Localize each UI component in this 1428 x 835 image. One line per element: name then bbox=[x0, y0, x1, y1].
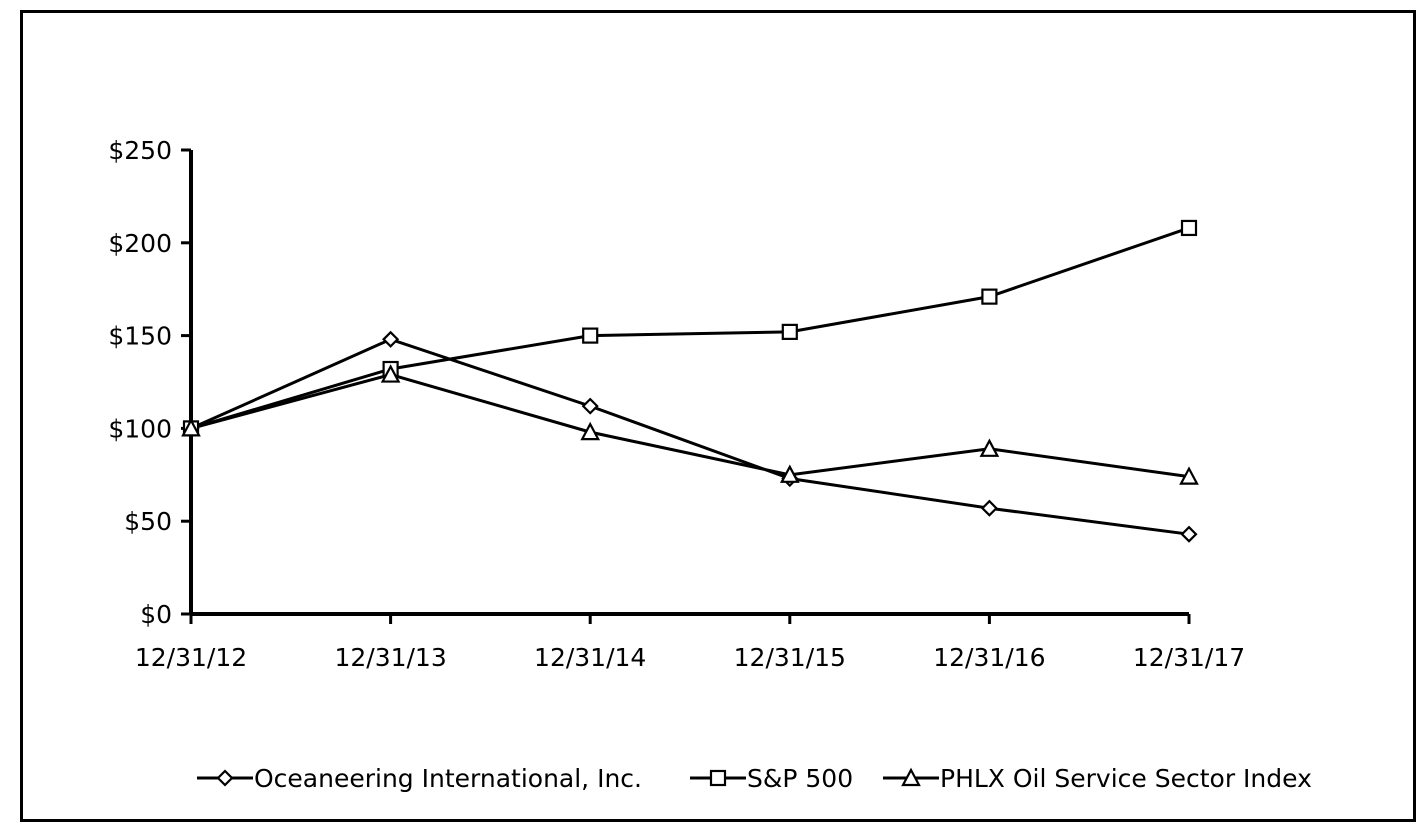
legend-marker bbox=[709, 769, 727, 787]
data-point bbox=[779, 464, 800, 483]
data-point bbox=[181, 418, 201, 437]
series-line bbox=[190, 226, 1190, 430]
data-point bbox=[581, 397, 599, 415]
x-tick-label: 12/31/12 bbox=[135, 643, 247, 672]
data-point bbox=[582, 327, 599, 344]
data-point bbox=[580, 421, 601, 441]
series-line bbox=[190, 337, 1190, 536]
series-markers-square bbox=[182, 219, 1198, 437]
legend-label: PHLX Oil Service Sector Index bbox=[940, 764, 1312, 793]
legend-marker bbox=[901, 767, 921, 787]
y-tick-label: $50 bbox=[124, 507, 172, 536]
y-tick-label: $250 bbox=[108, 136, 172, 165]
data-point bbox=[1179, 466, 1199, 485]
legend-item: PHLX Oil Service Sector Index bbox=[883, 764, 1312, 793]
series-square bbox=[190, 226, 1190, 430]
data-point bbox=[781, 323, 798, 340]
y-axis: $0 $50 $100 $150 $200 $250 bbox=[108, 136, 193, 629]
legend-label: S&P 500 bbox=[747, 764, 853, 793]
x-axis: 12/31/12 12/31/13 12/31/14 12/31/15 12/31/16… bbox=[135, 612, 1245, 672]
legend: Oceaneering International, Inc. S&P 500 PH… bbox=[197, 764, 1312, 793]
x-tick-label: 12/31/13 bbox=[334, 643, 446, 672]
series-layer bbox=[181, 219, 1199, 543]
chart-frame bbox=[20, 10, 1416, 822]
y-tick-label: $200 bbox=[108, 229, 172, 258]
data-point bbox=[980, 499, 998, 517]
legend-marker bbox=[216, 769, 234, 787]
x-tick-label: 12/31/17 bbox=[1133, 643, 1245, 672]
data-point bbox=[382, 330, 400, 348]
data-point bbox=[1180, 525, 1198, 543]
data-point bbox=[1180, 219, 1198, 237]
series-markers-triangle bbox=[181, 364, 1199, 485]
data-point bbox=[380, 364, 401, 383]
legend-item: Oceaneering International, Inc. bbox=[197, 764, 642, 793]
data-point bbox=[979, 438, 1000, 457]
y-tick-label: $100 bbox=[108, 414, 172, 443]
x-tick-label: 12/31/14 bbox=[534, 643, 646, 672]
legend-label: Oceaneering International, Inc. bbox=[254, 764, 642, 793]
series-line bbox=[190, 373, 1190, 479]
series-diamond bbox=[190, 337, 1190, 536]
x-tick-label: 12/31/16 bbox=[933, 643, 1045, 672]
legend-item: S&P 500 bbox=[690, 764, 853, 793]
data-point bbox=[981, 288, 998, 305]
y-tick-label: $150 bbox=[108, 322, 172, 351]
series-triangle bbox=[190, 373, 1190, 479]
x-tick-label: 12/31/15 bbox=[734, 643, 846, 672]
y-tick-label: $0 bbox=[140, 600, 172, 629]
